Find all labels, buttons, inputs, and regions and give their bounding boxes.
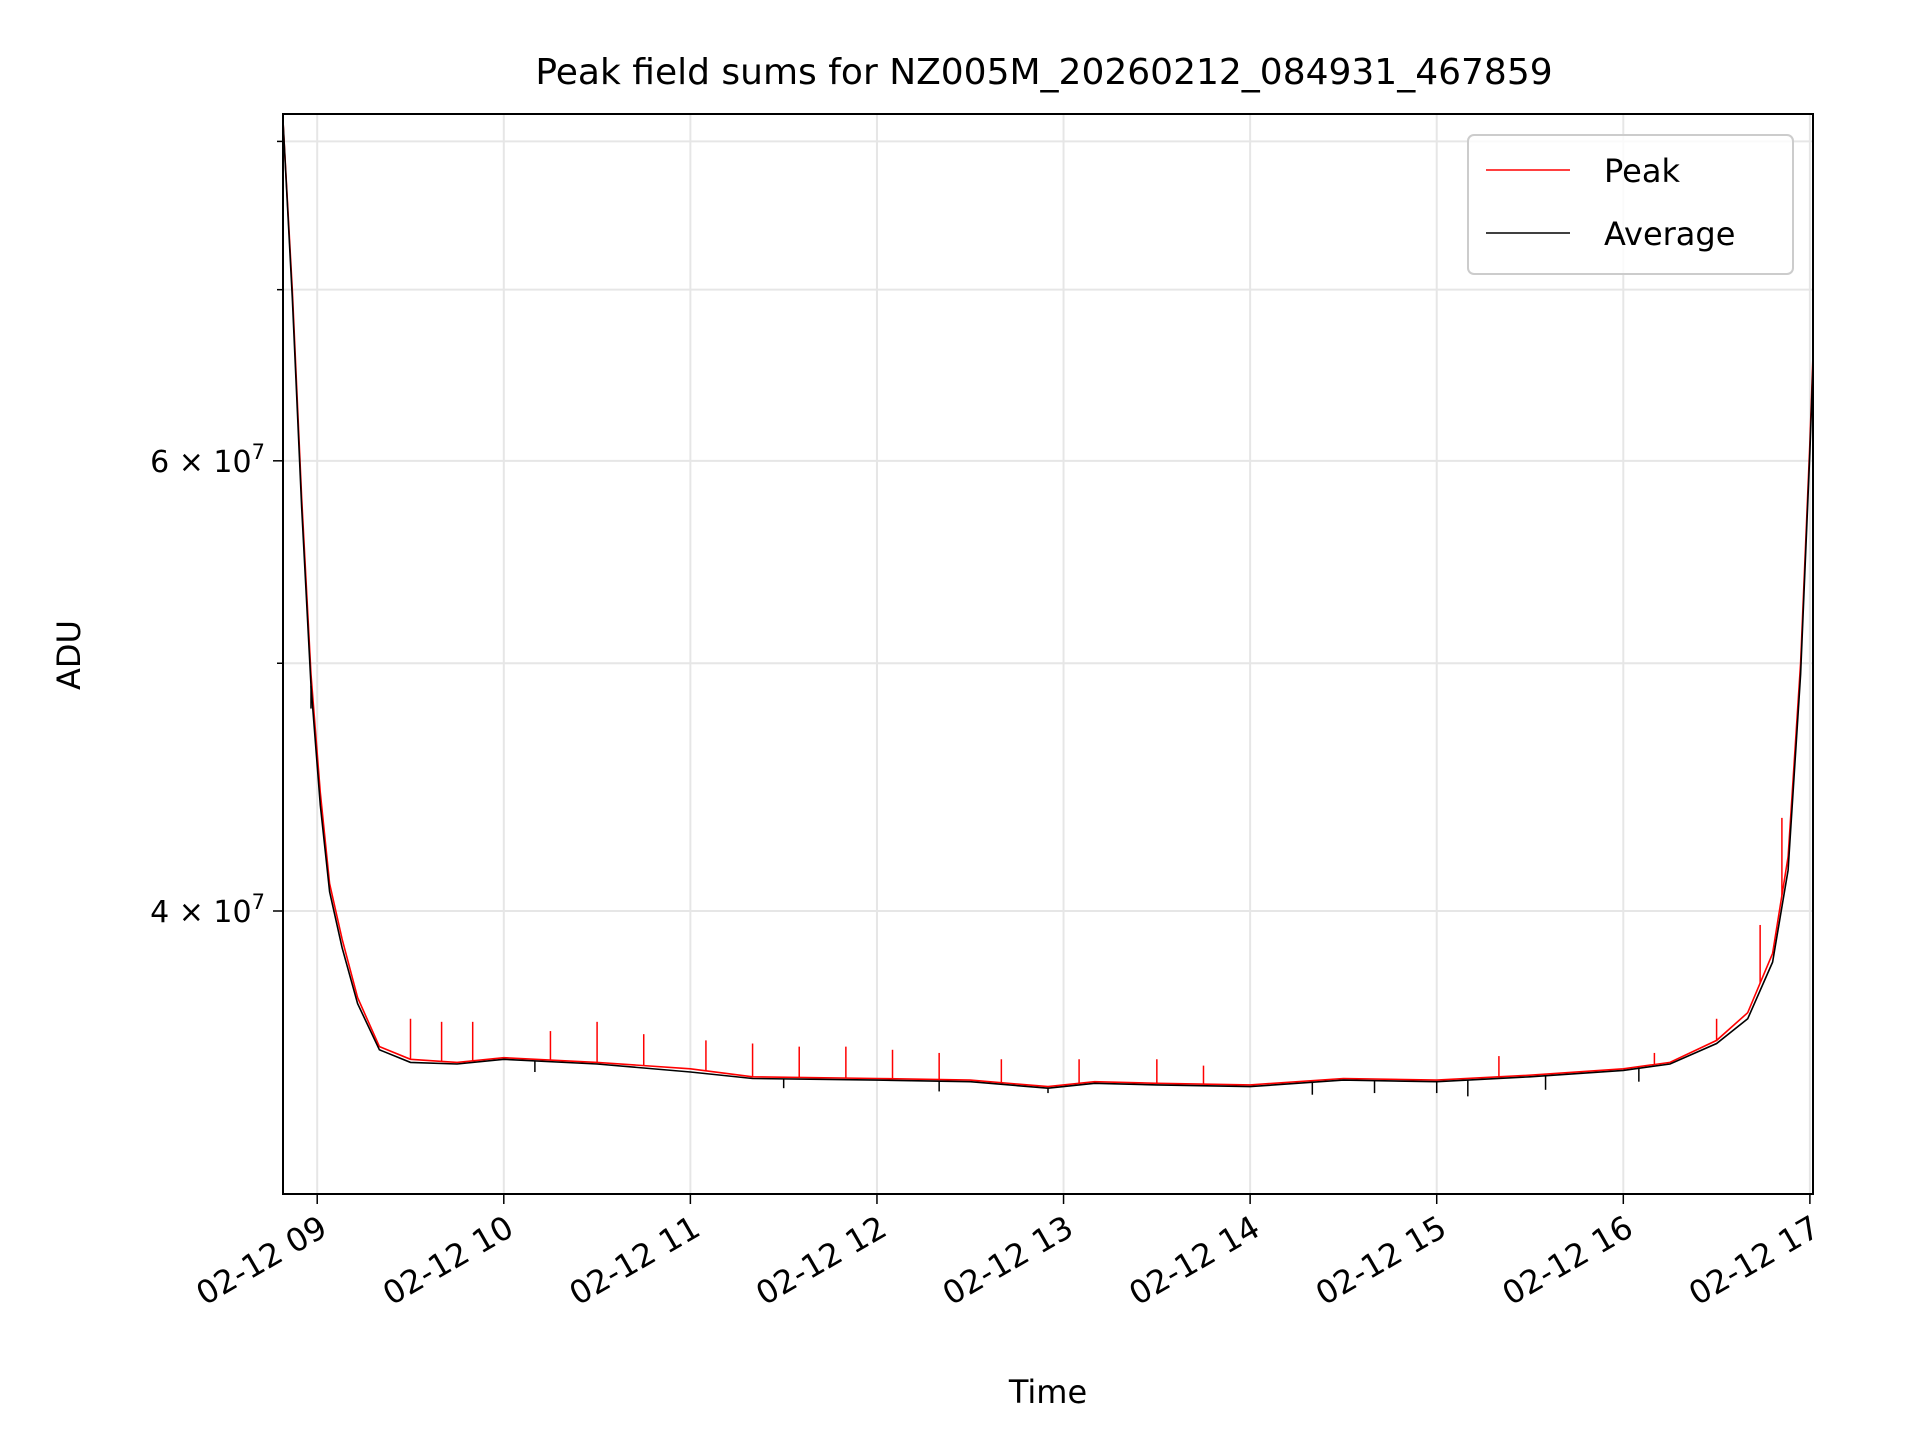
chart-title: Peak field sums for NZ005M_20260212_0849… xyxy=(535,52,1552,93)
y-tick-label: 6 × 107 xyxy=(150,440,265,480)
legend: Peak Average xyxy=(1467,134,1794,275)
legend-peak-label: Peak xyxy=(1604,152,1680,190)
y-tick-label: 4 × 107 xyxy=(150,890,265,930)
plot-lines xyxy=(283,120,1813,1097)
y-axis-label: ADU xyxy=(50,620,88,690)
plot-frame xyxy=(282,113,1814,1195)
x-axis-label: Time xyxy=(1008,1373,1087,1411)
legend-average-label: Average xyxy=(1604,215,1735,253)
series-peak-line xyxy=(283,120,1813,1088)
grid xyxy=(283,114,1813,1194)
y-axis: 4 × 107 6 × 107 xyxy=(150,140,283,930)
series-average-line xyxy=(283,120,1813,1090)
